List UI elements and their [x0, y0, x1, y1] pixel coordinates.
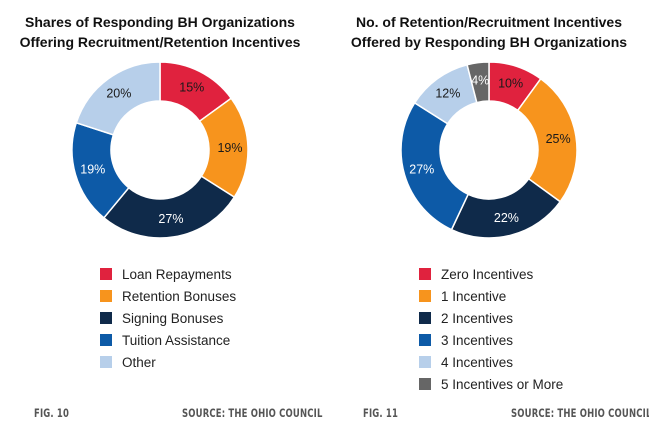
legend-swatch — [100, 268, 112, 280]
legend-swatch — [100, 334, 112, 346]
chart-source: SOURCE: THE OHIO COUNCIL — [511, 406, 649, 420]
legend-item-4-incentives: 4 Incentives — [419, 351, 563, 373]
legend-item-2-incentives: 2 Incentives — [419, 307, 563, 329]
figure-number: FIG. 11 — [363, 406, 399, 420]
slice-5-incentives-or-more — [466, 61, 490, 104]
chart-title-line-2: Offering Recruitment/Retention Incentive… — [19, 34, 301, 50]
legend-label: Zero Incentives — [441, 266, 534, 282]
slice-label-4-incentives: 12% — [435, 86, 460, 100]
chart-title: No. of Retention/Recruitment Incentives … — [329, 12, 649, 52]
chart-panel-fig11: No. of Retention/Recruitment Incentives … — [329, 0, 649, 434]
legend-swatch — [419, 356, 431, 368]
legend-item-1-incentive: 1 Incentive — [419, 285, 563, 307]
legend-swatch — [419, 290, 431, 302]
legend-item-tuition-assistance: Tuition Assistance — [100, 329, 236, 351]
legend-label: Loan Repayments — [122, 266, 232, 282]
legend-swatch — [419, 378, 431, 390]
donut-chart: 15% 19% 27% 19% 20% — [71, 61, 249, 239]
legend-label: Retention Bonuses — [122, 288, 237, 304]
legend-item-retention-bonuses: Retention Bonuses — [100, 285, 236, 307]
chart-title-line-2: Offered by Responding BH Organizations — [350, 34, 628, 50]
legend-item-loan-repayments: Loan Repayments — [100, 263, 236, 285]
legend-label: 1 Incentive — [441, 288, 507, 304]
legend-label: 2 Incentives — [441, 310, 514, 326]
slice-label-other: 20% — [106, 86, 131, 100]
legend-label: 4 Incentives — [441, 354, 514, 370]
legend-swatch — [419, 312, 431, 324]
chart-panel-fig10: Shares of Responding BH Organizations Of… — [0, 0, 323, 434]
figure-number: FIG. 10 — [34, 406, 70, 420]
slice-label-signing-bonuses: 27% — [158, 212, 183, 226]
slice-signing-bonuses — [102, 175, 236, 239]
chart-source: SOURCE: THE OHIO COUNCIL — [182, 406, 323, 420]
legend-swatch — [100, 312, 112, 324]
legend-swatch — [100, 356, 112, 368]
slice-label-3-incentives: 27% — [409, 163, 434, 177]
legend-swatch — [100, 290, 112, 302]
legend-label: 5 Incentives or More — [441, 376, 564, 392]
slice-3-incentives — [400, 101, 470, 231]
legend-item-3-incentives: 3 Incentives — [419, 329, 563, 351]
chart-title: Shares of Responding BH Organizations Of… — [0, 12, 320, 52]
legend-label: 3 Incentives — [441, 332, 514, 348]
slice-label-retention-bonuses: 19% — [217, 141, 242, 155]
legend-item-other: Other — [100, 351, 236, 373]
legend-swatch — [419, 268, 431, 280]
chart-legend: Loan Repayments Retention Bonuses Signing … — [100, 263, 236, 373]
legend-label: Tuition Assistance — [122, 332, 231, 348]
slice-label-tuition-assistance: 19% — [80, 163, 105, 177]
legend-item-zero-incentives: Zero Incentives — [419, 263, 563, 285]
legend-item-signing-bonuses: Signing Bonuses — [100, 307, 236, 329]
legend-label: Signing Bonuses — [122, 310, 224, 326]
chart-legend: Zero Incentives 1 Incentive 2 Incentives 3 … — [419, 263, 563, 395]
slice-label-zero-incentives: 10% — [498, 76, 523, 90]
legend-label: Other — [122, 354, 156, 370]
legend-swatch — [419, 334, 431, 346]
slice-other — [75, 61, 161, 136]
slice-label-1-incentive: 25% — [546, 132, 571, 146]
chart-title-line-1: Shares of Responding BH Organizations — [25, 14, 295, 30]
slice-label-5-incentives-or-more: 4% — [471, 74, 489, 88]
legend-item-5-incentives-or-more: 5 Incentives or More — [419, 373, 563, 395]
donut-chart: 10% 25% 22% 27% 12% 4% — [400, 61, 578, 239]
slice-label-2-incentives: 22% — [494, 211, 519, 225]
slice-label-loan-repayments: 15% — [179, 81, 204, 95]
chart-title-line-1: No. of Retention/Recruitment Incentives — [355, 14, 623, 30]
